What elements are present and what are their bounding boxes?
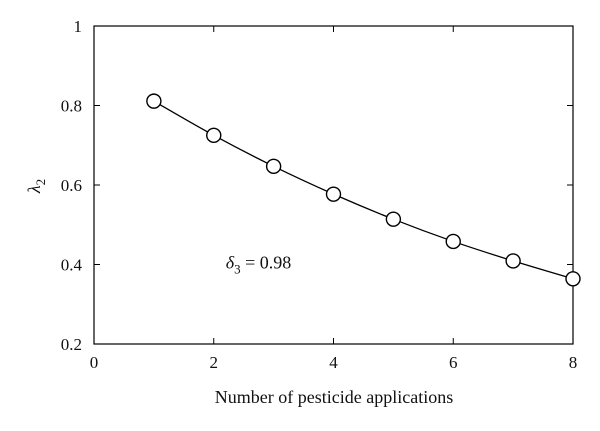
annotation-symbol: δ	[226, 252, 235, 272]
y-tick-label: 1	[74, 17, 83, 36]
annotation-subscript: 3	[234, 261, 241, 276]
ticks: 0 2 4 6 8 0.2 0.4 0.6 0.8 1	[61, 17, 578, 372]
x-tick-label: 4	[329, 353, 338, 372]
data-point	[146, 93, 162, 109]
plot-border	[93, 25, 574, 345]
annotation-value: = 0.98	[241, 252, 292, 272]
data-point	[325, 186, 342, 202]
data-point	[445, 233, 461, 250]
x-tick-label: 0	[90, 353, 99, 372]
data-point	[206, 127, 222, 144]
y-tick-label: 0.8	[61, 97, 82, 116]
data-point	[565, 271, 581, 287]
data-markers	[146, 93, 581, 287]
y-tick-label: 0.6	[61, 176, 82, 195]
x-axis-title: Number of pesticide applications	[215, 387, 453, 407]
data-point	[505, 253, 521, 269]
x-tick-label: 2	[210, 353, 219, 372]
x-tick-label: 6	[449, 353, 458, 372]
data-point	[385, 211, 402, 227]
y-axis-symbol: λ	[24, 185, 44, 194]
fitted-curve	[153, 100, 574, 280]
y-axis-title: λ2	[24, 179, 48, 194]
y-axis-subscript: 2	[33, 179, 48, 186]
x-tick-label: 8	[569, 353, 578, 372]
y-tick-label: 0.2	[61, 335, 82, 354]
plot-frame	[93, 25, 574, 345]
annotation-delta: δ3 = 0.98	[226, 252, 292, 276]
y-tick-label: 0.4	[61, 256, 83, 275]
data-point	[265, 158, 282, 175]
series-line	[153, 100, 574, 280]
svg-text:λ2: λ2	[24, 179, 48, 194]
